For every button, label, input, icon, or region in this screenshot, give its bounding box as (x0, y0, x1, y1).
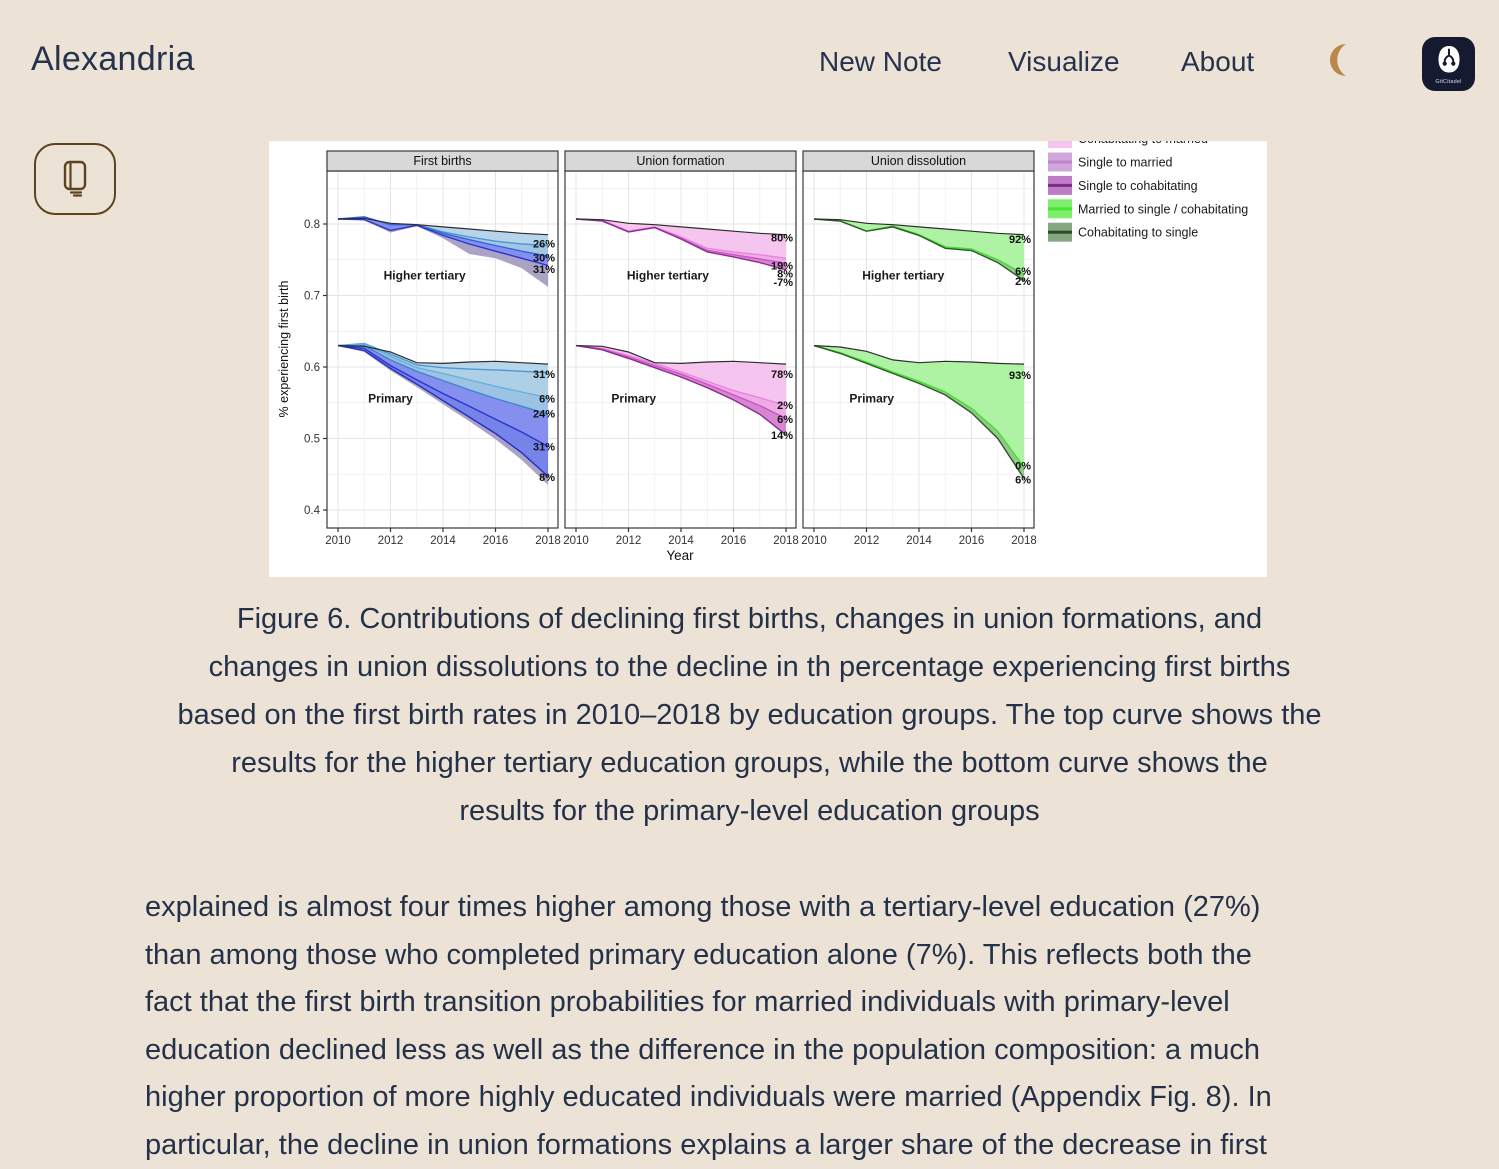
svg-text:2010: 2010 (801, 535, 827, 547)
svg-text:2012: 2012 (854, 535, 880, 547)
svg-text:80%: 80% (771, 233, 793, 245)
reader-mode-button[interactable] (34, 143, 116, 215)
svg-text:2%: 2% (777, 400, 793, 412)
app-title: Alexandria (31, 40, 195, 79)
svg-text:93%: 93% (1009, 370, 1031, 382)
svg-text:2014: 2014 (430, 535, 456, 547)
svg-text:31%: 31% (533, 441, 555, 453)
svg-text:2014: 2014 (906, 535, 932, 547)
text-line: than among those who completed primary e… (145, 932, 1272, 980)
gitcitadel-logo-text: GitCitadel (1435, 79, 1461, 85)
svg-text:2018: 2018 (1011, 535, 1037, 547)
svg-text:Single to married: Single to married (1078, 156, 1173, 170)
svg-text:31%: 31% (533, 369, 555, 381)
panel-union-dissolution: 92%6%2%Higher tertiary93%0%6%PrimaryUnio… (801, 151, 1037, 547)
svg-text:Married to single / cohabitati: Married to single / cohabitating (1078, 202, 1248, 216)
svg-text:2%: 2% (1015, 276, 1031, 288)
svg-text:30%: 30% (533, 253, 555, 265)
svg-text:Higher tertiary: Higher tertiary (384, 268, 466, 282)
svg-text:First births: First births (413, 154, 471, 168)
crescent-moon-icon (1321, 67, 1359, 82)
svg-text:0.5: 0.5 (304, 434, 320, 446)
svg-text:0.4: 0.4 (304, 505, 321, 517)
svg-text:6%: 6% (777, 414, 793, 426)
article-paragraph: explained is almost four times higher am… (145, 884, 1272, 1169)
svg-text:Primary: Primary (849, 391, 894, 405)
nav-visualize[interactable]: Visualize (1008, 46, 1120, 78)
text-line: based on the first birth rates in 2010–2… (0, 691, 1499, 739)
svg-text:2016: 2016 (483, 535, 509, 547)
svg-text:2018: 2018 (535, 535, 561, 547)
svg-text:0.7: 0.7 (304, 291, 320, 303)
text-line: explained is almost four times higher am… (145, 884, 1272, 932)
text-line: results for the higher tertiary educatio… (0, 739, 1499, 787)
svg-text:Union formation: Union formation (636, 154, 724, 168)
svg-text:2018: 2018 (773, 535, 799, 547)
svg-text:2012: 2012 (378, 535, 404, 547)
figure-chart-svg: 26%30%31%Higher tertiary31%6%24%31%8%Pri… (269, 141, 1267, 577)
theme-toggle-button[interactable] (1321, 41, 1359, 79)
svg-text:31%: 31% (533, 264, 555, 276)
svg-text:6%: 6% (539, 393, 555, 405)
svg-text:Union dissolution: Union dissolution (871, 154, 966, 168)
svg-text:Cohabitating to married: Cohabitating to married (1078, 141, 1208, 146)
svg-text:2010: 2010 (325, 535, 351, 547)
svg-text:26%: 26% (533, 238, 555, 250)
text-line: higher proportion of more highly educate… (145, 1074, 1272, 1122)
svg-text:Higher tertiary: Higher tertiary (862, 268, 944, 282)
svg-text:-7%: -7% (773, 277, 793, 289)
svg-text:0%: 0% (1015, 461, 1031, 473)
svg-text:2012: 2012 (616, 535, 642, 547)
panel-union-formation: 80%19%8%-7%Higher tertiary78%2%6%14%Prim… (563, 151, 799, 547)
svg-text:Single to cohabitating: Single to cohabitating (1078, 179, 1198, 193)
figure-caption: Figure 6. Contributions of declining fir… (0, 595, 1499, 835)
svg-text:Primary: Primary (368, 391, 413, 405)
svg-text:2016: 2016 (721, 535, 747, 547)
text-line: particular, the decline in union formati… (145, 1122, 1272, 1169)
svg-text:Cohabitating to single: Cohabitating to single (1078, 226, 1198, 240)
y-axis-title: % experiencing first birth (277, 281, 291, 418)
gitcitadel-shield-icon (1434, 44, 1464, 78)
nav-about[interactable]: About (1181, 46, 1254, 78)
svg-text:92%: 92% (1009, 234, 1031, 246)
text-line: changes in union dissolutions to the dec… (0, 643, 1499, 691)
svg-text:2016: 2016 (959, 535, 985, 547)
alexandria-page: { "page": { "background": "#ECE3D6", "te… (0, 0, 1499, 1134)
svg-text:24%: 24% (533, 408, 555, 420)
text-line: education declined less as well as the d… (145, 1027, 1272, 1075)
text-line: Figure 6. Contributions of declining fir… (0, 595, 1499, 643)
text-line: fact that the first birth transition pro… (145, 979, 1272, 1027)
nav-new-note[interactable]: New Note (819, 46, 942, 78)
svg-text:Higher tertiary: Higher tertiary (627, 268, 709, 282)
svg-text:6%: 6% (1015, 474, 1031, 486)
svg-text:0.6: 0.6 (304, 362, 320, 374)
chart-legend: Cohabitating to married Single to married… (1048, 141, 1248, 242)
svg-text:14%: 14% (771, 430, 793, 442)
svg-text:0.8: 0.8 (304, 219, 320, 231)
svg-text:78%: 78% (771, 369, 793, 381)
x-axis-title: Year (666, 548, 694, 563)
panel-first-births: 26%30%31%Higher tertiary31%6%24%31%8%Pri… (304, 151, 561, 547)
svg-text:2010: 2010 (563, 535, 589, 547)
svg-text:Primary: Primary (611, 391, 656, 405)
gitcitadel-logo-button[interactable]: GitCitadel (1422, 37, 1475, 91)
svg-text:2014: 2014 (668, 535, 694, 547)
svg-text:8%: 8% (539, 472, 555, 484)
text-line: results for the primary-level education … (0, 787, 1499, 835)
book-icon (57, 158, 93, 201)
